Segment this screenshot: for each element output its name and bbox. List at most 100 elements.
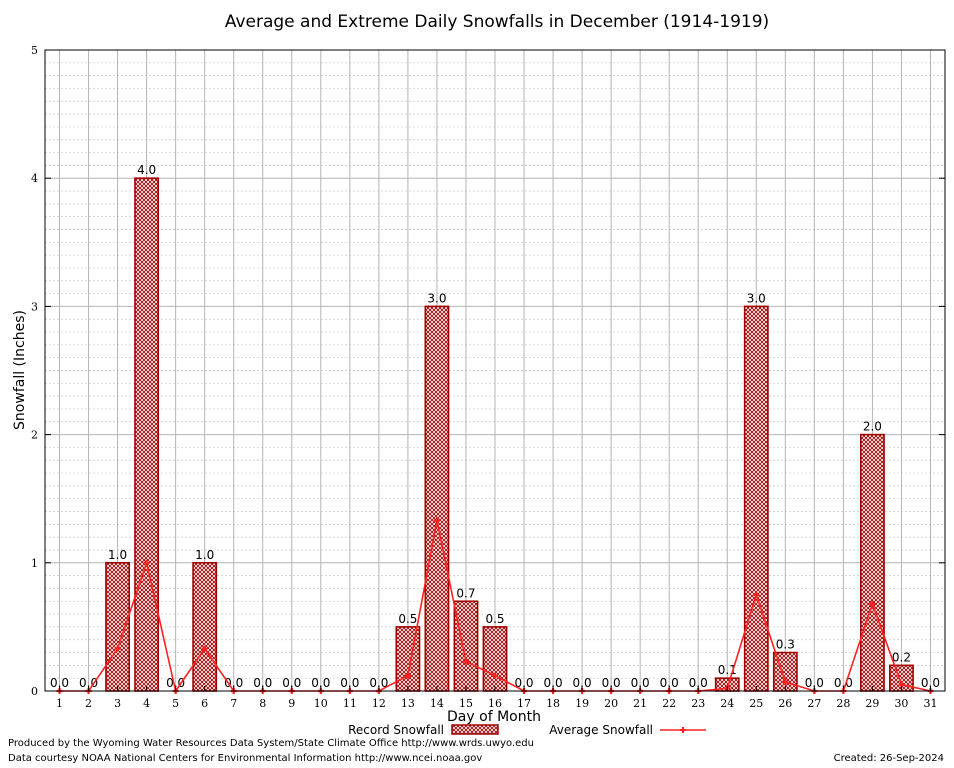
x-tick-labels: 1 2 3 4 5 6 7 8 9 10 11 12 13 14 15 16 17 18 19 20 21 22 23 24 2… — [56, 697, 937, 710]
bar-value-label-day-14: 3.0 — [427, 291, 446, 305]
x-tick-label-18: 18 — [546, 697, 560, 710]
x-tick-label-24: 24 — [720, 697, 734, 710]
bar-value-label-day-27: 0.0 — [805, 676, 824, 690]
x-tick-label-22: 22 — [662, 697, 676, 710]
average-point-day-16 — [492, 672, 498, 679]
average-point-day-4 — [143, 559, 150, 566]
x-tick-label-12: 12 — [372, 697, 386, 710]
bar-value-label-day-21: 0.0 — [631, 676, 650, 690]
x-tick-label-2: 2 — [85, 697, 92, 710]
bar-value-label-day-18: 0.0 — [544, 676, 563, 690]
x-tick-label-17: 17 — [517, 697, 531, 710]
x-tick-label-9: 9 — [288, 697, 295, 710]
bar-value-label-day-11: 0.0 — [340, 676, 359, 690]
legend-average-label: Average Snowfall — [549, 723, 653, 737]
y-tick-label-4: 4 — [31, 172, 38, 185]
x-tick-label-6: 6 — [201, 697, 208, 710]
x-tick-label-27: 27 — [807, 697, 821, 710]
x-tick-label-29: 29 — [865, 697, 879, 710]
average-point-day-3 — [114, 645, 121, 652]
x-tick-label-1: 1 — [56, 697, 63, 710]
x-tick-label-10: 10 — [314, 697, 328, 710]
footer-courtesy: Data courtesy NOAA National Centers for … — [8, 753, 483, 764]
footer-produced-by: Produced by the Wyoming Water Resources … — [8, 738, 534, 749]
record-bar-day-6 — [192, 561, 218, 692]
bar-value-label-day-12: 0.0 — [369, 676, 388, 690]
x-axis-label: Day of Month — [447, 709, 541, 725]
record-bar-day-4 — [134, 177, 160, 692]
average-point-day-26 — [782, 679, 789, 686]
x-tick-label-16: 16 — [488, 697, 502, 710]
bar-value-label-day-7: 0.0 — [224, 676, 243, 690]
x-tick-label-13: 13 — [401, 697, 415, 710]
bar-value-label-day-13: 0.5 — [398, 612, 417, 626]
x-tick-label-3: 3 — [114, 697, 121, 710]
bar-value-label-day-31: 0.0 — [921, 676, 940, 690]
axes — [44, 49, 946, 692]
bar-value-label-day-8: 0.0 — [253, 676, 272, 690]
bar-value-label-day-17: 0.0 — [514, 676, 533, 690]
y-tick-labels: 0 1 2 3 4 5 — [31, 44, 38, 698]
bar-value-label-day-16: 0.5 — [485, 612, 504, 626]
grid — [45, 50, 945, 691]
bar-value-label-day-5: 0.0 — [166, 676, 185, 690]
y-tick-label-5: 5 — [31, 44, 38, 57]
bar-value-label-day-23: 0.0 — [689, 676, 708, 690]
average-point-day-25 — [753, 591, 760, 598]
average-point-day-14 — [433, 517, 440, 524]
bar-value-label-day-19: 0.0 — [573, 676, 592, 690]
bar-value-label-day-1: 0.0 — [50, 676, 69, 690]
legend: Record Snowfall Average Snowfall — [348, 723, 706, 737]
y-tick-label-2: 2 — [31, 429, 38, 442]
average-point-day-15 — [462, 658, 469, 665]
record-bar-day-14 — [424, 305, 450, 692]
legend-average-marker — [680, 727, 686, 733]
average-point-day-29 — [869, 600, 876, 607]
legend-record-label: Record Snowfall — [348, 723, 444, 737]
x-tick-label-20: 20 — [604, 697, 618, 710]
x-tick-label-15: 15 — [459, 697, 473, 710]
x-tick-label-25: 25 — [749, 697, 763, 710]
legend-record-swatch — [451, 724, 499, 735]
bar-value-label-day-2: 0.0 — [79, 676, 98, 690]
record-bar-day-29 — [860, 433, 885, 692]
y-tick-label-1: 1 — [31, 557, 38, 570]
x-tick-label-19: 19 — [575, 697, 589, 710]
average-point-day-13 — [404, 672, 411, 679]
bar-value-label-day-4: 4.0 — [137, 163, 156, 177]
bar-value-label-day-3: 1.0 — [108, 548, 127, 562]
x-tick-label-4: 4 — [143, 697, 150, 710]
bar-value-label-day-28: 0.0 — [834, 676, 853, 690]
bar-value-labels: 0.0 0.0 1.0 4.0 0.0 1.0 0.0 0.0 0.0 0.0 0.0 0.0 0.5 3… — [50, 163, 940, 690]
bar-value-label-day-30: 0.2 — [892, 650, 911, 664]
chart-title: Average and Extreme Daily Snowfalls in D… — [225, 12, 769, 32]
x-tick-label-5: 5 — [172, 697, 179, 710]
bar-value-label-day-9: 0.0 — [282, 676, 301, 690]
bar-value-label-day-6: 1.0 — [195, 548, 214, 562]
record-bar-day-16 — [482, 626, 508, 692]
record-bar-day-25 — [743, 305, 769, 692]
average-point-day-6 — [201, 645, 208, 652]
footer-created: Created: 26-Sep-2024 — [833, 753, 944, 764]
y-tick-label-0: 0 — [31, 685, 38, 698]
x-tick-label-11: 11 — [343, 697, 357, 710]
x-tick-label-30: 30 — [894, 697, 908, 710]
y-axis-label: Snowfall (Inches) — [12, 310, 28, 430]
bar-value-label-day-26: 0.3 — [776, 638, 795, 652]
bar-value-label-day-22: 0.0 — [660, 676, 679, 690]
bar-value-label-day-15: 0.7 — [456, 586, 475, 600]
bar-value-label-day-20: 0.0 — [602, 676, 621, 690]
x-tick-label-8: 8 — [259, 697, 266, 710]
x-tick-label-31: 31 — [923, 697, 937, 710]
record-bar-day-15 — [453, 600, 479, 692]
x-tick-label-23: 23 — [691, 697, 705, 710]
x-tick-label-21: 21 — [633, 697, 647, 710]
x-tick-label-7: 7 — [230, 697, 237, 710]
bar-value-label-day-29: 2.0 — [863, 420, 882, 434]
x-tick-label-28: 28 — [836, 697, 850, 710]
x-tick-label-26: 26 — [778, 697, 792, 710]
bar-value-label-day-25: 3.0 — [747, 291, 766, 305]
x-tick-label-14: 14 — [430, 697, 444, 710]
bar-value-label-day-10: 0.0 — [311, 676, 330, 690]
